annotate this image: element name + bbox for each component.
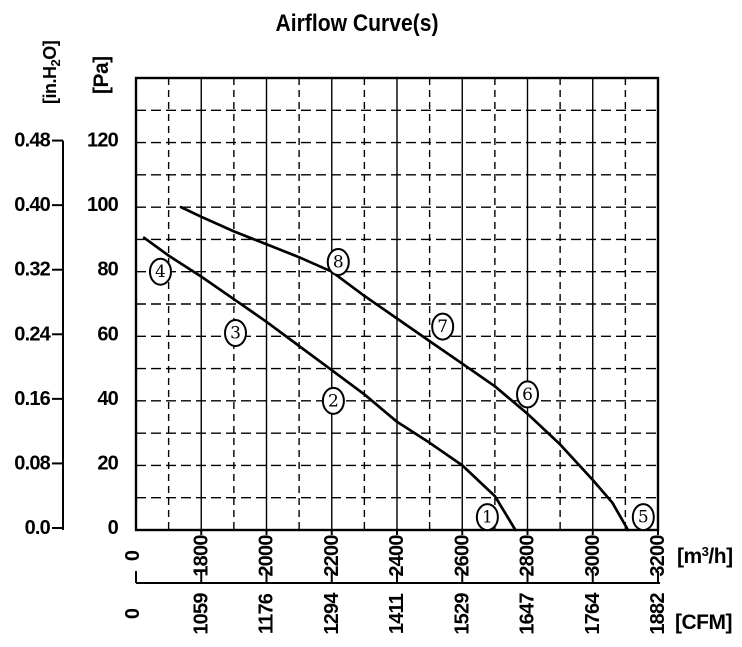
curve-point-circle-3	[224, 319, 248, 348]
chart-generated-content: 4 3 2 1 8 7 6 5 0 20 40 60 80 100 120 0.0 0.08 0.16 0.24 0.…	[14, 41, 733, 635]
m3h-tick-label: 3200	[647, 535, 669, 577]
m3h-tick-label: 2000	[256, 535, 278, 577]
pa-tick-label: 60	[97, 323, 118, 345]
curve-point-label-6: 6	[522, 385, 533, 405]
pa-tick-label: 0	[108, 517, 119, 539]
cfm-tick-label: 1764	[582, 592, 604, 635]
m3h-tick-label: 3000	[582, 535, 604, 577]
m3h-unit-label: [m3/h]	[677, 544, 733, 568]
curve-point-circle-4	[148, 257, 172, 286]
inh2o-tick-label: 0.16	[14, 388, 50, 410]
m3h-tick-label: 2200	[321, 535, 343, 577]
cfm-tick-label: 1059	[190, 593, 212, 635]
inh2o-tick-label: 0.0	[25, 517, 51, 539]
curve-point-circle-7	[431, 312, 455, 341]
curve-point-label-5: 5	[638, 508, 649, 528]
pa-axis-title: [Pa]	[90, 56, 113, 94]
curve-5-6-7-8	[179, 205, 630, 532]
curve-point-circle-2	[321, 386, 345, 415]
cfm-tick-label: 1647	[517, 593, 539, 635]
curve-point-label-1: 1	[482, 508, 493, 528]
cfm-tick-label: 1294	[321, 592, 343, 635]
pa-tick-label: 20	[97, 452, 118, 474]
cfm-tick-label: 1176	[256, 593, 278, 634]
m3h-tick-label: 2800	[517, 535, 539, 577]
curve-point-circle-6	[516, 380, 539, 409]
cfm-unit-label: [CFM]	[675, 611, 732, 634]
curve-point-label-3: 3	[230, 324, 241, 344]
inh2o-tick-label: 0.24	[14, 323, 51, 345]
curve-point-label-2: 2	[328, 391, 339, 411]
curve-point-label-4: 4	[155, 262, 166, 282]
cfm-tick-label: 1882	[647, 593, 669, 635]
inh2o-tick-label: 0.48	[14, 130, 50, 152]
m3h-tick-label: 1800	[190, 535, 212, 577]
inh2o-tick-label: 0.40	[14, 194, 50, 216]
pa-tick-label: 80	[97, 259, 118, 281]
curve-point-label-8: 8	[333, 253, 344, 273]
cfm-tick-label: 1529	[451, 593, 473, 635]
curve-point-circle-5	[631, 503, 655, 532]
m3h-tick-label: 0	[122, 550, 144, 561]
pa-tick-label: 120	[87, 130, 119, 152]
pa-tick-label: 40	[97, 388, 118, 410]
curve-point-circle-8	[326, 248, 350, 277]
inh2o-tick-label: 0.08	[14, 452, 50, 474]
pa-tick-label: 100	[87, 194, 119, 216]
cfm-tick-label: 1411	[386, 593, 408, 634]
m3h-tick-label: 2400	[386, 535, 408, 577]
curve-point-label-7: 7	[437, 317, 448, 337]
inh2o-axis-title: [in.H2O]	[40, 41, 63, 104]
inh2o-tick-label: 0.32	[14, 259, 50, 281]
m3h-tick-label: 2600	[451, 535, 473, 577]
curve-1-2-3-4	[142, 236, 517, 532]
chart-title: Airflow Curve(s)	[275, 10, 438, 37]
curve-point-circle-1	[475, 503, 499, 532]
cfm-tick-label: 0	[122, 608, 144, 619]
